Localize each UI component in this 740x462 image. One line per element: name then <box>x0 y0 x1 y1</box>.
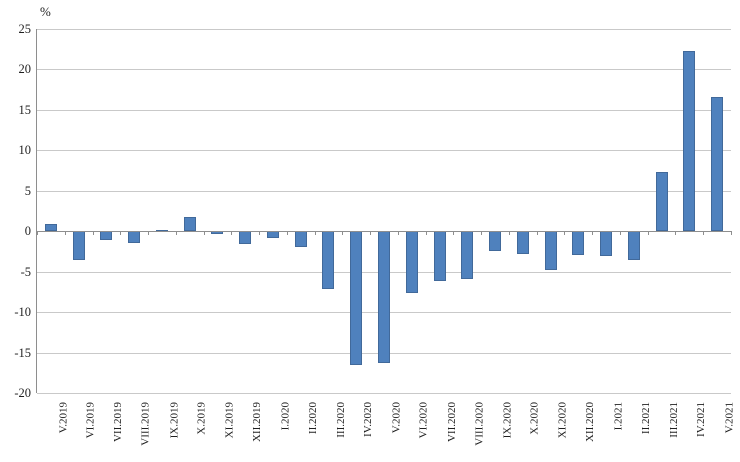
x-tick-label: V.2020 <box>390 402 402 434</box>
h-gridline <box>37 69 731 71</box>
bar-VII.2020 <box>433 231 446 281</box>
x-tick-mark <box>453 231 455 236</box>
bar-VIII.2019 <box>128 231 141 243</box>
x-tick-label: VII.2020 <box>445 402 458 443</box>
bar-XII.2020 <box>572 231 585 256</box>
x-tick-mark <box>397 231 399 236</box>
bar-IX.2020 <box>489 231 502 252</box>
x-tick-label: IV.2021 <box>695 402 708 437</box>
y-tick-label: -5 <box>20 264 31 279</box>
h-gridline <box>37 29 731 30</box>
x-tick-label: II.2020 <box>306 402 319 435</box>
x-tick-label: X.2019 <box>195 402 208 435</box>
x-tick-mark <box>731 231 732 236</box>
x-tick-label: IX.2019 <box>167 402 180 439</box>
x-tick-mark <box>675 231 677 236</box>
bar-IV.2021 <box>683 50 696 232</box>
bar-X.2020 <box>516 231 529 254</box>
bar-X.2019 <box>183 217 196 232</box>
bar-IX.2019 <box>155 229 168 232</box>
x-tick-label: V.2019 <box>56 402 69 434</box>
x-tick-label: I.2021 <box>612 402 625 431</box>
x-tick-mark <box>64 231 66 236</box>
bar-V.2021 <box>711 96 724 232</box>
x-tick-label: XII.2019 <box>251 402 264 443</box>
h-gridline <box>37 190 731 192</box>
x-tick-mark <box>342 231 344 236</box>
x-tick-mark <box>592 231 594 236</box>
bar-IV.2020 <box>350 231 363 365</box>
x-tick-mark <box>425 231 427 236</box>
bar-V.2019 <box>44 223 57 232</box>
y-tick-label: 10 <box>18 143 32 158</box>
x-tick-mark <box>703 231 705 236</box>
x-tick-label: III.2021 <box>667 402 680 438</box>
x-tick-label: IV.2020 <box>362 402 375 437</box>
x-tick-mark <box>286 231 288 236</box>
x-axis-line <box>36 231 731 233</box>
x-tick-label: V.2021 <box>723 402 736 434</box>
y-axis-unit-label: % <box>40 4 51 19</box>
x-tick-mark <box>231 231 233 236</box>
x-tick-mark <box>314 231 316 236</box>
bar-VII.2019 <box>100 231 113 241</box>
x-tick-mark <box>508 231 510 236</box>
x-tick-label: XI.2020 <box>556 402 569 439</box>
x-tick-label: XI.2019 <box>223 402 236 439</box>
y-tick-label: -10 <box>14 305 31 320</box>
h-gridline <box>37 109 731 111</box>
x-tick-label: II.2021 <box>639 402 652 435</box>
y-tick-label: -20 <box>14 386 31 400</box>
x-tick-label: IX.2020 <box>501 402 514 439</box>
bar-VI.2019 <box>72 231 85 260</box>
x-tick-mark <box>37 231 38 236</box>
y-tick-label: 0 <box>24 224 31 239</box>
bar-VI.2020 <box>405 231 418 293</box>
x-tick-mark <box>647 231 649 236</box>
x-tick-mark <box>92 231 94 236</box>
bar-XII.2019 <box>239 231 252 245</box>
x-tick-mark <box>536 231 538 236</box>
x-tick-mark <box>148 231 150 236</box>
y-tick-label: 20 <box>18 62 32 77</box>
x-tick-mark <box>259 231 261 236</box>
x-tick-label: X.2020 <box>528 402 541 435</box>
x-tick-mark <box>564 231 566 236</box>
x-tick-label: VIII.2020 <box>473 402 486 446</box>
bar-III.2020 <box>322 231 335 290</box>
x-tick-label: VI.2020 <box>417 402 430 439</box>
bar-III.2021 <box>655 172 668 232</box>
bar-II.2020 <box>294 231 307 247</box>
x-tick-mark <box>175 231 177 236</box>
x-tick-mark <box>619 231 621 236</box>
h-gridline <box>37 150 731 152</box>
x-tick-label: I.2020 <box>278 402 291 431</box>
x-tick-mark <box>120 231 122 236</box>
h-gridline <box>37 393 731 394</box>
x-tick-label: VI.2019 <box>84 402 97 439</box>
y-tick-label: 15 <box>18 102 32 117</box>
bar-I.2021 <box>600 231 613 257</box>
bar-VIII.2020 <box>461 231 474 279</box>
bar-V.2020 <box>378 231 390 364</box>
y-axis-line <box>36 29 37 393</box>
x-tick-label: III.2020 <box>334 402 347 438</box>
x-tick-label: VII.2019 <box>112 402 125 443</box>
x-tick-mark <box>203 231 205 236</box>
x-tick-label: XII.2020 <box>584 402 597 443</box>
bar-II.2021 <box>627 231 640 260</box>
bar-XI.2020 <box>544 231 557 271</box>
y-tick-label: -15 <box>14 345 31 360</box>
y-tick-label: 25 <box>18 22 32 36</box>
x-tick-label: VIII.2019 <box>140 402 153 446</box>
y-tick-label: 5 <box>24 183 31 198</box>
x-tick-mark <box>370 231 372 236</box>
x-tick-mark <box>481 231 483 236</box>
